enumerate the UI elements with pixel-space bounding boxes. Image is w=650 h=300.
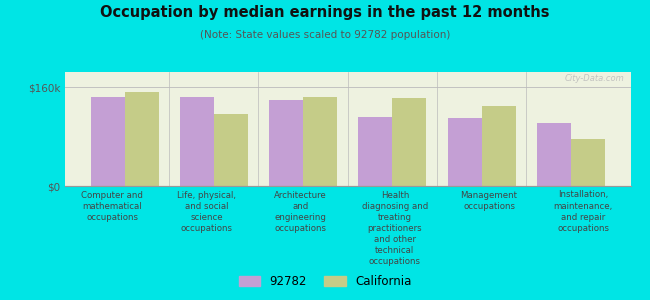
Bar: [303, 97, 337, 186]
Bar: [269, 100, 303, 186]
Text: (Note: State values scaled to 92782 population): (Note: State values scaled to 92782 popu…: [200, 30, 450, 40]
Bar: [448, 118, 482, 186]
Bar: [91, 97, 125, 186]
Text: Computer and
mathematical
occupations: Computer and mathematical occupations: [81, 190, 143, 222]
Bar: [125, 92, 159, 186]
Bar: [537, 123, 571, 186]
Bar: [358, 117, 393, 186]
Legend: 92782, California: 92782, California: [234, 270, 416, 292]
Text: Architecture
and
engineering
occupations: Architecture and engineering occupations: [274, 190, 327, 233]
Text: Health
diagnosing and
treating
practitioners
and other
technical
occupations: Health diagnosing and treating practitio…: [362, 190, 428, 266]
Text: Occupation by median earnings in the past 12 months: Occupation by median earnings in the pas…: [100, 4, 550, 20]
Bar: [482, 106, 515, 186]
Text: Life, physical,
and social
science
occupations: Life, physical, and social science occup…: [177, 190, 236, 233]
Bar: [393, 98, 426, 186]
Text: Management
occupations: Management occupations: [461, 190, 517, 211]
Bar: [214, 114, 248, 186]
Text: Installation,
maintenance,
and repair
occupations: Installation, maintenance, and repair oc…: [554, 190, 613, 233]
Bar: [571, 139, 605, 186]
Text: City-Data.com: City-Data.com: [565, 74, 625, 83]
Bar: [180, 97, 214, 186]
